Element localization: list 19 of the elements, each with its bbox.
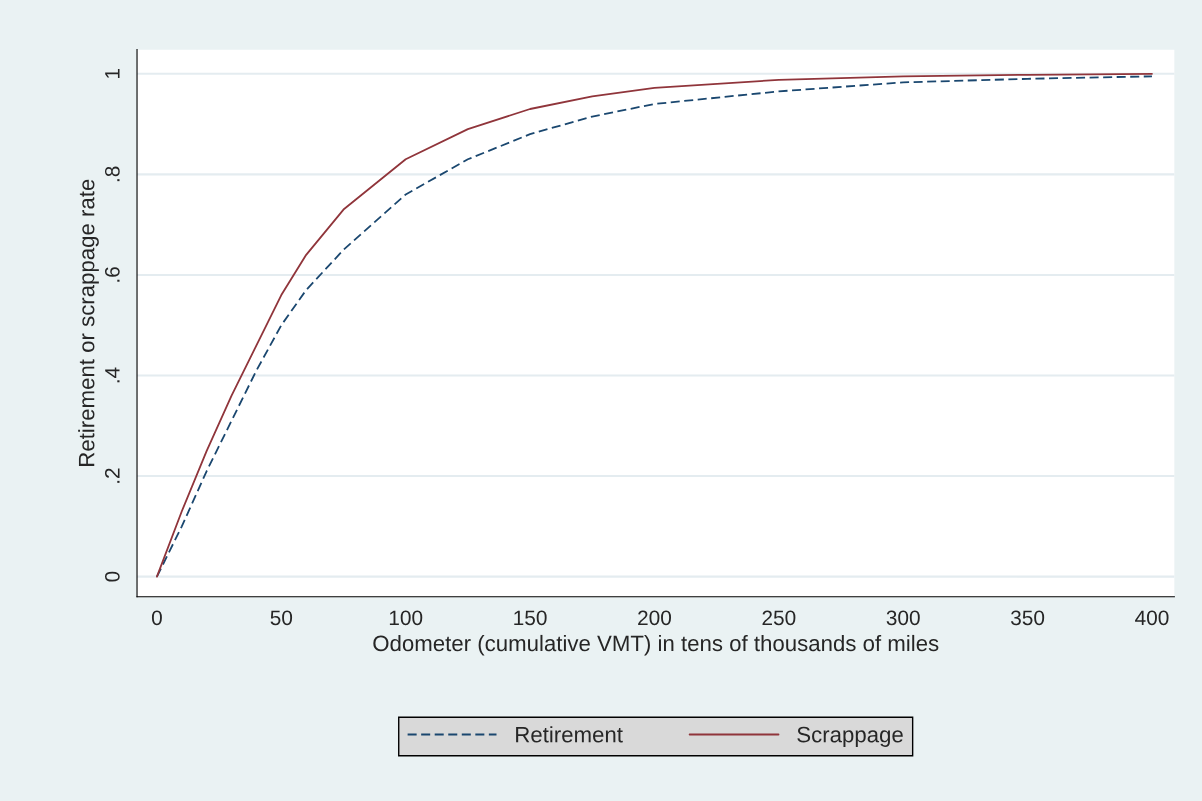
x-tick-label: 300: [886, 610, 920, 626]
y-tick-label: .8: [104, 166, 120, 182]
x-tick-label: 200: [638, 610, 672, 626]
x-tick-label: 150: [514, 610, 547, 626]
x-tick-label: 0: [151, 610, 162, 626]
y-axis-title: Retirement or scrappage rate: [78, 179, 99, 466]
x-axis-title: Odometer (cumulative VMT) in tens of thousands of miles: [373, 634, 939, 656]
legend-label: Retirement: [516, 726, 623, 743]
x-tick-label: 350: [1011, 610, 1045, 626]
x-tick-label: 400: [1135, 610, 1169, 626]
y-tick-label: .4: [105, 367, 120, 383]
y-tick-label: 0: [104, 571, 120, 582]
x-tick-label: 100: [389, 610, 423, 626]
x-tick-label: 250: [762, 610, 796, 626]
x-tick-label: 50: [270, 610, 293, 626]
y-tick-label: 1: [105, 69, 120, 78]
y-tick-label: .2: [104, 468, 120, 483]
legend-label: Scrappage: [797, 726, 903, 747]
y-tick-label: .6: [104, 267, 120, 282]
